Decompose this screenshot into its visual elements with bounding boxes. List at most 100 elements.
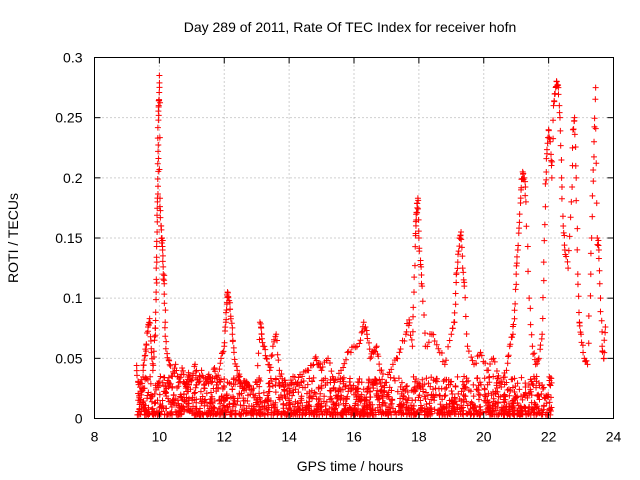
data-point [222, 309, 229, 316]
data-point [475, 396, 482, 403]
data-point [486, 409, 493, 416]
data-point [250, 385, 257, 392]
data-point [147, 337, 154, 344]
data-point [308, 407, 315, 414]
data-point [243, 405, 250, 412]
data-point [544, 140, 551, 147]
data-point [332, 386, 339, 393]
data-point [265, 380, 272, 387]
data-point [229, 324, 236, 331]
data-point [571, 131, 578, 138]
data-point [546, 405, 553, 412]
data-point [156, 134, 163, 141]
data-point [326, 405, 333, 412]
data-point [527, 305, 534, 312]
data-point [149, 405, 156, 412]
data-point [163, 393, 170, 400]
data-point [366, 339, 373, 346]
data-point [154, 191, 161, 198]
data-point [486, 373, 493, 380]
data-point [236, 373, 243, 380]
data-point [531, 399, 538, 406]
data-point [473, 386, 480, 393]
data-point [452, 383, 459, 390]
data-point [463, 375, 470, 382]
data-point [231, 411, 238, 418]
data-point [453, 279, 460, 286]
data-point [449, 390, 456, 397]
data-point [201, 385, 208, 392]
data-point [203, 390, 210, 397]
data-point [543, 392, 550, 399]
data-point [312, 353, 319, 360]
data-point [593, 200, 600, 207]
data-point [433, 341, 440, 348]
data-point [466, 409, 473, 416]
data-point [218, 355, 225, 362]
data-point [573, 197, 580, 204]
data-point [150, 353, 157, 360]
data-point [397, 395, 404, 402]
data-point [396, 403, 403, 410]
data-point [425, 380, 432, 387]
data-point [155, 148, 162, 155]
data-point [357, 337, 364, 344]
data-point [529, 343, 536, 350]
data-point [516, 386, 523, 393]
y-tick-label: 0.1 [63, 290, 83, 306]
data-point [229, 386, 236, 393]
data-point [509, 408, 516, 415]
data-point [168, 404, 175, 411]
data-point [590, 167, 597, 174]
data-point [191, 390, 198, 397]
data-point [557, 142, 564, 149]
data-point [400, 386, 407, 393]
data-point [193, 405, 200, 412]
x-tick-label: 20 [476, 429, 492, 445]
data-point [399, 386, 406, 393]
data-point [415, 235, 422, 241]
data-point [280, 401, 287, 408]
data-point [574, 271, 581, 278]
data-point [234, 398, 241, 405]
data-point [389, 396, 396, 403]
data-point [375, 353, 382, 360]
data-point [234, 367, 241, 374]
data-point [306, 389, 313, 396]
data-point [377, 408, 384, 415]
data-point [430, 386, 437, 393]
data-point [416, 383, 423, 390]
data-point [189, 394, 196, 401]
data-point [151, 400, 158, 407]
data-point [518, 184, 525, 191]
data-point [378, 393, 385, 400]
data-point [419, 376, 426, 383]
data-point [159, 247, 166, 254]
data-point [410, 373, 417, 380]
data-point [511, 389, 518, 396]
data-point [140, 362, 147, 369]
data-point [223, 316, 230, 323]
data-point [205, 371, 212, 378]
data-point [286, 385, 293, 392]
data-point [177, 374, 184, 381]
data-point [384, 391, 391, 398]
data-point [294, 411, 301, 418]
data-point [356, 340, 363, 347]
x-tick-label: 14 [281, 429, 297, 445]
data-point [467, 405, 474, 412]
data-point [263, 355, 270, 362]
data-point [453, 269, 460, 276]
data-point [449, 325, 456, 332]
data-point [329, 411, 336, 418]
data-point [403, 399, 410, 406]
data-point [602, 324, 609, 331]
y-tick-label: 0.3 [63, 50, 83, 66]
data-point [388, 366, 395, 373]
data-point [595, 237, 602, 244]
data-point [455, 251, 462, 258]
data-point [509, 331, 516, 338]
data-point [420, 386, 427, 393]
data-point [207, 396, 214, 403]
data-point [179, 405, 186, 412]
